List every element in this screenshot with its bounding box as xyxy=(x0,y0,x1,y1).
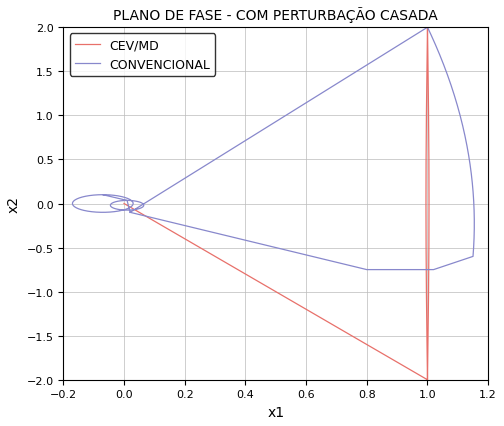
Line: CONVENCIONAL: CONVENCIONAL xyxy=(73,28,474,270)
CEV/MD xyxy=(426,271,432,276)
CEV/MD xyxy=(424,377,430,383)
Legend: CEV/MD, CONVENCIONAL: CEV/MD, CONVENCIONAL xyxy=(70,35,216,77)
CEV/MD xyxy=(424,26,430,31)
CEV/MD xyxy=(424,373,430,378)
Title: PLANO DE FASE - COM PERTURBAÇÃO CASADA: PLANO DE FASE - COM PERTURBAÇÃO CASADA xyxy=(113,7,438,23)
CONVENCIONAL xyxy=(424,26,430,31)
CEV/MD xyxy=(426,174,432,179)
CONVENCIONAL xyxy=(364,268,370,273)
CONVENCIONAL xyxy=(307,98,313,104)
CONVENCIONAL xyxy=(161,189,167,194)
CONVENCIONAL xyxy=(100,193,106,198)
CONVENCIONAL xyxy=(127,210,133,216)
CEV/MD xyxy=(426,152,432,157)
Line: CEV/MD: CEV/MD xyxy=(124,28,429,380)
CEV/MD xyxy=(275,291,281,296)
CONVENCIONAL xyxy=(462,132,468,137)
CEV/MD xyxy=(121,201,127,207)
CONVENCIONAL xyxy=(293,107,299,112)
CEV/MD xyxy=(242,271,248,276)
Y-axis label: x2: x2 xyxy=(7,196,21,213)
X-axis label: x1: x1 xyxy=(267,405,284,419)
CONVENCIONAL xyxy=(108,205,114,210)
CEV/MD xyxy=(424,377,430,383)
CONVENCIONAL xyxy=(120,208,127,213)
